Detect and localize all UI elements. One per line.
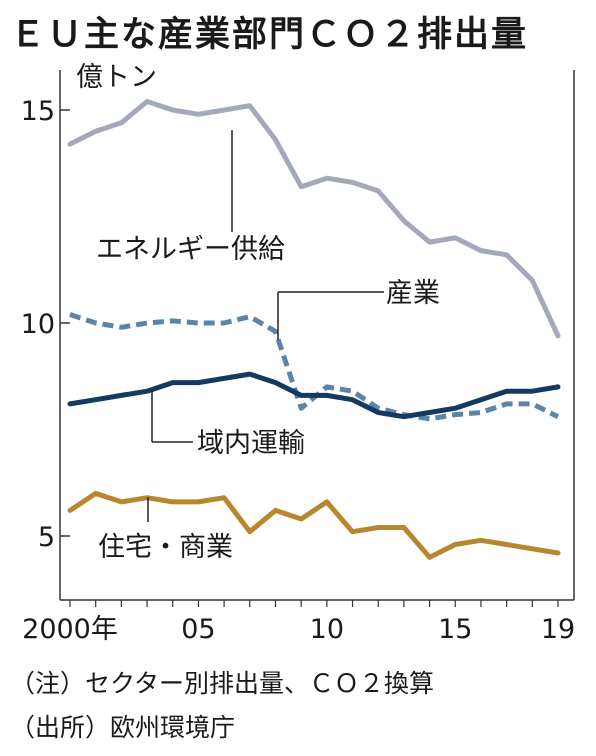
x-tick-label: 2000年: [22, 614, 118, 645]
series-label: 産業: [386, 278, 440, 309]
series-line-3: [67, 490, 561, 560]
series-label: エネルギー供給: [96, 234, 285, 265]
chart-title: ＥＵ主な産業部門ＣＯ２排出量: [10, 15, 529, 55]
x-tick-label: 05: [181, 614, 215, 645]
series-layer: [67, 99, 561, 560]
series-line-2: [67, 371, 561, 420]
axes: 億トン 5 10 15 2000年 05 10 15 19: [21, 62, 576, 645]
y-tick-label: 10: [21, 309, 55, 340]
y-unit-label: 億トン: [76, 62, 157, 93]
x-tick-label: 19: [541, 614, 575, 645]
series-line-0: [67, 99, 561, 339]
x-tick-label: 15: [438, 614, 472, 645]
footnote: （注）セクター別排出量、ＣＯ２換算: [10, 669, 435, 698]
y-tick-label: 15: [21, 96, 55, 127]
y-tick-label: 5: [38, 522, 55, 553]
series-label: 住宅・商業: [98, 532, 233, 563]
x-tick-label: 10: [310, 614, 344, 645]
series-label: 域内運輸: [197, 428, 305, 459]
series-line-1: [69, 312, 560, 422]
source-note: （出所）欧州環境庁: [10, 713, 236, 742]
